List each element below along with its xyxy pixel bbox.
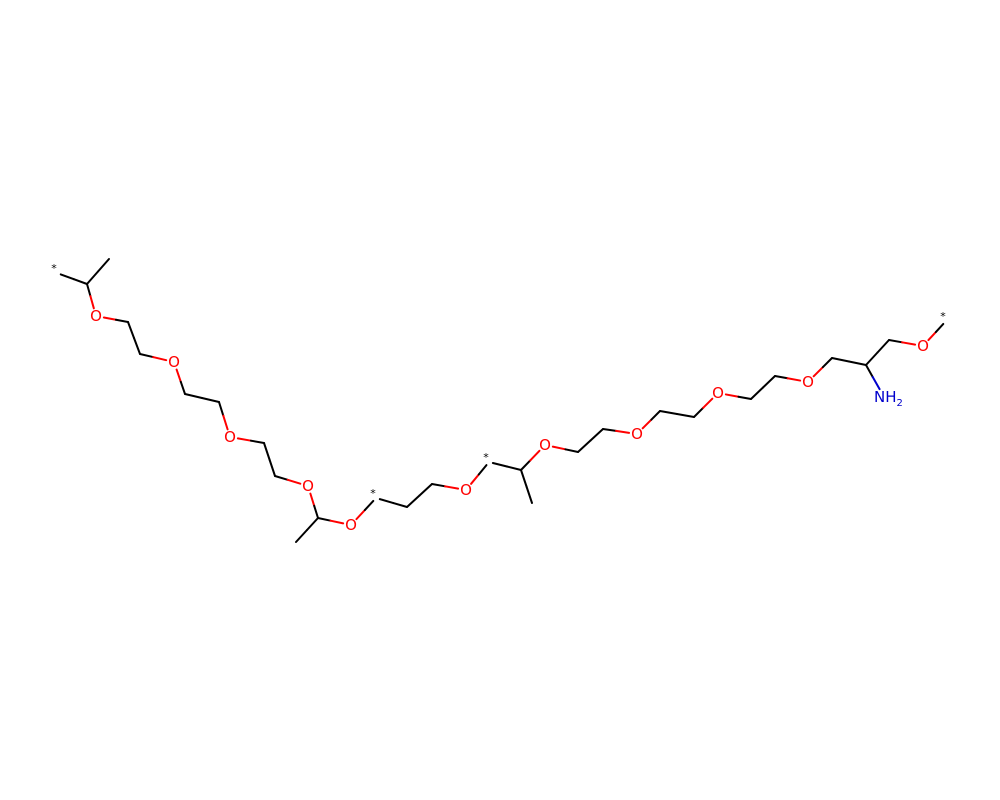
- oxygen-atom-label: O: [168, 353, 180, 371]
- atom-labels-layer: * O O O O O * O * O O O O NH2 O *: [51, 262, 946, 534]
- bond-o5-s2: [355, 499, 375, 521]
- bond-c13-o8: [602, 428, 631, 434]
- attachment-point-star: *: [483, 451, 489, 464]
- attachment-point-star: *: [940, 310, 946, 323]
- bond-c11-c11m: [520, 469, 533, 504]
- bond-c6-c7: [263, 442, 276, 477]
- oxygen-atom-label: O: [917, 337, 929, 355]
- oxygen-atom-label: O: [460, 481, 472, 499]
- attachment-point-star: *: [370, 487, 376, 500]
- bond-c15-o9: [693, 397, 714, 418]
- bond-c14-c15: [659, 410, 695, 418]
- bond-s1-c1: [59, 273, 88, 285]
- bond-o7-c12: [551, 445, 579, 453]
- bond-c11-o7: [520, 449, 541, 471]
- bond-c1-o1: [86, 283, 95, 310]
- bond-o11-s4: [927, 322, 945, 342]
- bond-s2-c9: [378, 498, 408, 508]
- bond-c19-n1: [865, 364, 881, 391]
- bond-o1-c2: [102, 316, 129, 323]
- attachment-point-star: *: [51, 262, 57, 275]
- bond-o9-c16: [724, 393, 752, 400]
- oxygen-atom-label: O: [302, 477, 314, 495]
- bond-c2-c3: [127, 321, 141, 355]
- oxygen-atom-label: O: [802, 373, 814, 391]
- bond-o2-c4: [175, 368, 186, 395]
- bond-c20-o11: [888, 339, 917, 346]
- oxygen-atom-label: O: [712, 384, 724, 402]
- bond-c3-o2: [139, 353, 168, 362]
- bond-c8-c8m: [295, 517, 319, 543]
- bond-c9-c10: [406, 483, 433, 508]
- bond-s3-c11: [491, 461, 522, 471]
- bond-o6-s3: [470, 464, 488, 485]
- amine-atom-label: NH2: [874, 388, 903, 409]
- bond-c12-c13: [577, 428, 604, 453]
- amine-subscript: 2: [897, 398, 903, 409]
- bond-o4-c8: [309, 492, 319, 519]
- bond-c8-o5: [317, 517, 345, 525]
- bond-c18-c19: [831, 357, 867, 366]
- bond-o8-c14: [641, 410, 661, 430]
- bond-c10-o6: [431, 483, 460, 490]
- bond-c17-o10: [774, 375, 802, 382]
- bond-o10-c18: [812, 357, 833, 378]
- bond-c7-o4: [274, 475, 302, 485]
- oxygen-atom-label: O: [224, 428, 236, 446]
- oxygen-atom-label: O: [631, 425, 643, 443]
- bond-c1-c1m: [86, 258, 110, 285]
- bond-c4-c5: [184, 393, 220, 403]
- bond-c16-c17: [750, 375, 776, 400]
- bonds-layer: [59, 258, 945, 543]
- bond-c5-o3: [218, 401, 229, 431]
- bond-o3-c6: [236, 437, 265, 444]
- amine-label-text: NH: [874, 388, 897, 406]
- bond-c19-c20: [865, 339, 890, 366]
- oxygen-atom-label: O: [90, 307, 102, 325]
- oxygen-atom-label: O: [345, 516, 357, 534]
- oxygen-atom-label: O: [539, 436, 551, 454]
